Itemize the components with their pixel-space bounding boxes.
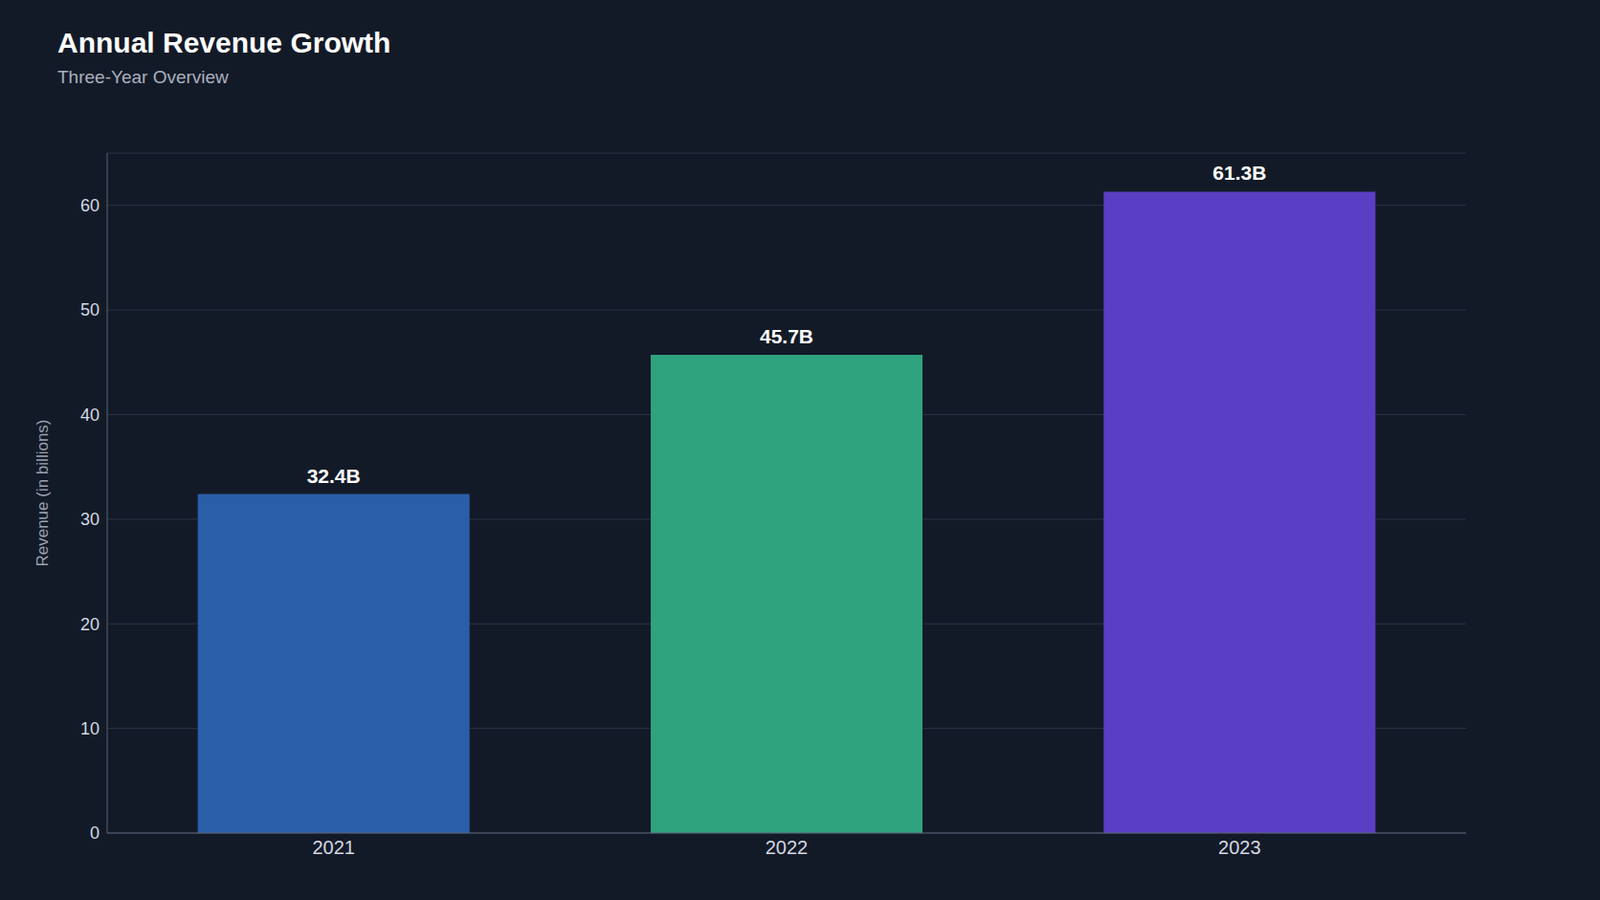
svg-text:61.3B: 61.3B [1212, 161, 1267, 184]
svg-text:0: 0 [89, 823, 100, 844]
svg-text:45.7B: 45.7B [759, 325, 814, 348]
svg-text:2021: 2021 [311, 837, 356, 859]
svg-text:2023: 2023 [1218, 837, 1262, 859]
svg-text:50: 50 [80, 300, 100, 320]
svg-text:10: 10 [80, 719, 100, 739]
svg-text:2022: 2022 [765, 837, 809, 859]
svg-text:60: 60 [80, 196, 100, 216]
svg-text:32.4B: 32.4B [307, 465, 361, 488]
svg-text:30: 30 [80, 510, 100, 530]
html-text:Annual Revenue Growth: Annual Revenue Growth [57, 26, 391, 59]
html-text:Three-Year Overview: Three-Year Overview [57, 66, 229, 88]
svg-text:20: 20 [80, 615, 100, 635]
svg-text:40: 40 [80, 405, 100, 425]
svg-text:Revenue (in billions): Revenue (in billions) [33, 419, 52, 567]
